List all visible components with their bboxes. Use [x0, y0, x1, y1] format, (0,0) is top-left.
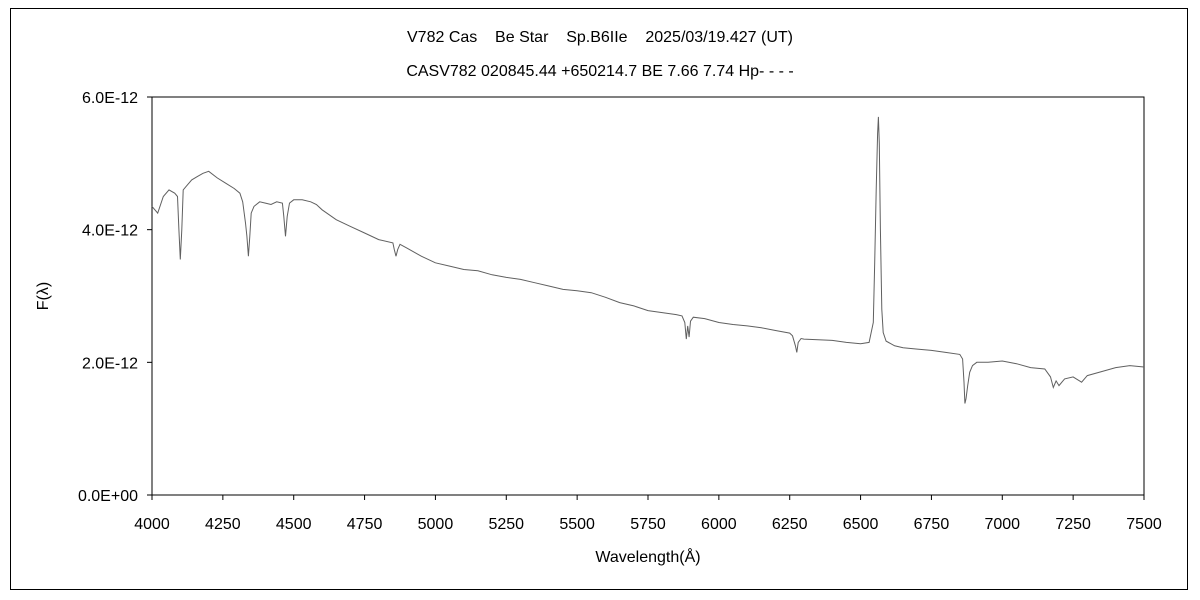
x-tick-label: 5250: [488, 516, 524, 533]
y-tick-label: 2.0E-12: [82, 355, 138, 372]
chart-subtitle: CASV782 020845.44 +650214.7 BE 7.66 7.74…: [406, 63, 794, 80]
y-tick-label: 0.0E+00: [78, 488, 138, 505]
axis-ticks: [147, 96, 1145, 500]
plot-area: [151, 96, 1145, 496]
x-tick-label: 4750: [347, 516, 383, 533]
x-tick-label: 6250: [772, 516, 808, 533]
x-tick-label: 5750: [630, 516, 666, 533]
x-tick-label: 6500: [843, 516, 879, 533]
x-tick-label: 4000: [134, 516, 170, 533]
y-axis-label: F(λ): [35, 282, 52, 310]
x-tick-label: 7500: [1126, 516, 1162, 533]
x-tick-label: 7250: [1055, 516, 1091, 533]
x-tick-label: 5500: [559, 516, 595, 533]
x-tick-label: 7000: [984, 516, 1020, 533]
y-tick-label: 4.0E-12: [82, 223, 138, 240]
x-tick-label: 5000: [418, 516, 454, 533]
x-tick-label: 4250: [205, 516, 241, 533]
tick-labels: 4000 4250 4500 4750 5000 5250 5500 5750 6000 6250…: [78, 90, 1162, 533]
x-tick-label: 4500: [276, 516, 312, 533]
y-tick-label: 6.0E-12: [82, 90, 138, 107]
x-tick-label: 6000: [701, 516, 737, 533]
x-tick-label: 6750: [914, 516, 950, 533]
chart-frame: [10, 8, 1188, 590]
x-axis-label: Wavelength(Å): [595, 547, 700, 566]
spectrum-line: [151, 116, 1145, 404]
chart-title: V782 Cas Be Star Sp.B6IIe 2025/03/19.427…: [407, 29, 793, 46]
